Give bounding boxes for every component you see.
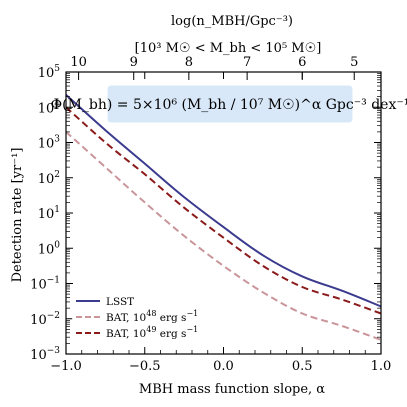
- series-line-2: [65, 106, 382, 315]
- tick-labels: −1.0 −0.5 0.0 0.5 1.0 10−3 10−2 10−1 100 101 102 10…: [30, 55, 391, 374]
- formula-annotation: Φ(M_bh) = 5×10⁶ (M_bh / 10⁷ M☉)^α Gpc⁻³ …: [51, 85, 407, 123]
- y-tick-label: 10−3: [30, 346, 60, 363]
- top-axis-title-line2: [10³ M☉ < M_bh < 10⁵ M☉]: [135, 41, 322, 56]
- ticks: [65, 71, 382, 355]
- x-tick-label: 0.0: [213, 359, 234, 374]
- formula-text: Φ(M_bh) = 5×10⁶ (M_bh / 10⁷ M☉)^α Gpc⁻³ …: [51, 97, 407, 113]
- top-axis-title-line1: log(n_MBH/Gpc⁻³): [171, 14, 293, 29]
- y-tick-label: 10−1: [30, 276, 60, 293]
- y-tick-label: 103: [38, 135, 61, 152]
- legend-label-2: BAT, 1049 erg s−1: [106, 325, 198, 340]
- top-tick-label: 7: [243, 55, 251, 70]
- plot-frame: [65, 71, 382, 355]
- y-tick-label: 104: [38, 99, 61, 116]
- legend-label-1: BAT, 1048 erg s−1: [106, 309, 198, 324]
- y-tick-label: 10−2: [30, 311, 60, 328]
- series-line-0: [65, 94, 382, 308]
- x-tick-label: −0.5: [129, 359, 161, 374]
- y-tick-label: 100: [38, 240, 61, 257]
- x-axis-title: MBH mass function slope, α: [139, 382, 325, 397]
- y-axis-title: Detection rate [yr⁻¹]: [10, 148, 25, 283]
- top-tick-label: 8: [185, 55, 193, 70]
- top-tick-label: 9: [130, 55, 138, 70]
- top-tick-label: 10: [70, 55, 87, 70]
- legend-label-0: LSST: [106, 296, 134, 308]
- y-tick-label: 101: [38, 205, 60, 222]
- y-tick-label: 105: [38, 64, 61, 81]
- top-tick-label: 5: [350, 55, 358, 70]
- y-tick-label: 102: [38, 170, 60, 187]
- series-line-1: [65, 131, 382, 341]
- x-tick-label: −1.0: [50, 359, 82, 374]
- top-tick-label: 6: [298, 55, 306, 70]
- x-tick-label: 1.0: [371, 359, 392, 374]
- series-layer: [65, 94, 382, 341]
- x-tick-label: 0.5: [292, 359, 313, 374]
